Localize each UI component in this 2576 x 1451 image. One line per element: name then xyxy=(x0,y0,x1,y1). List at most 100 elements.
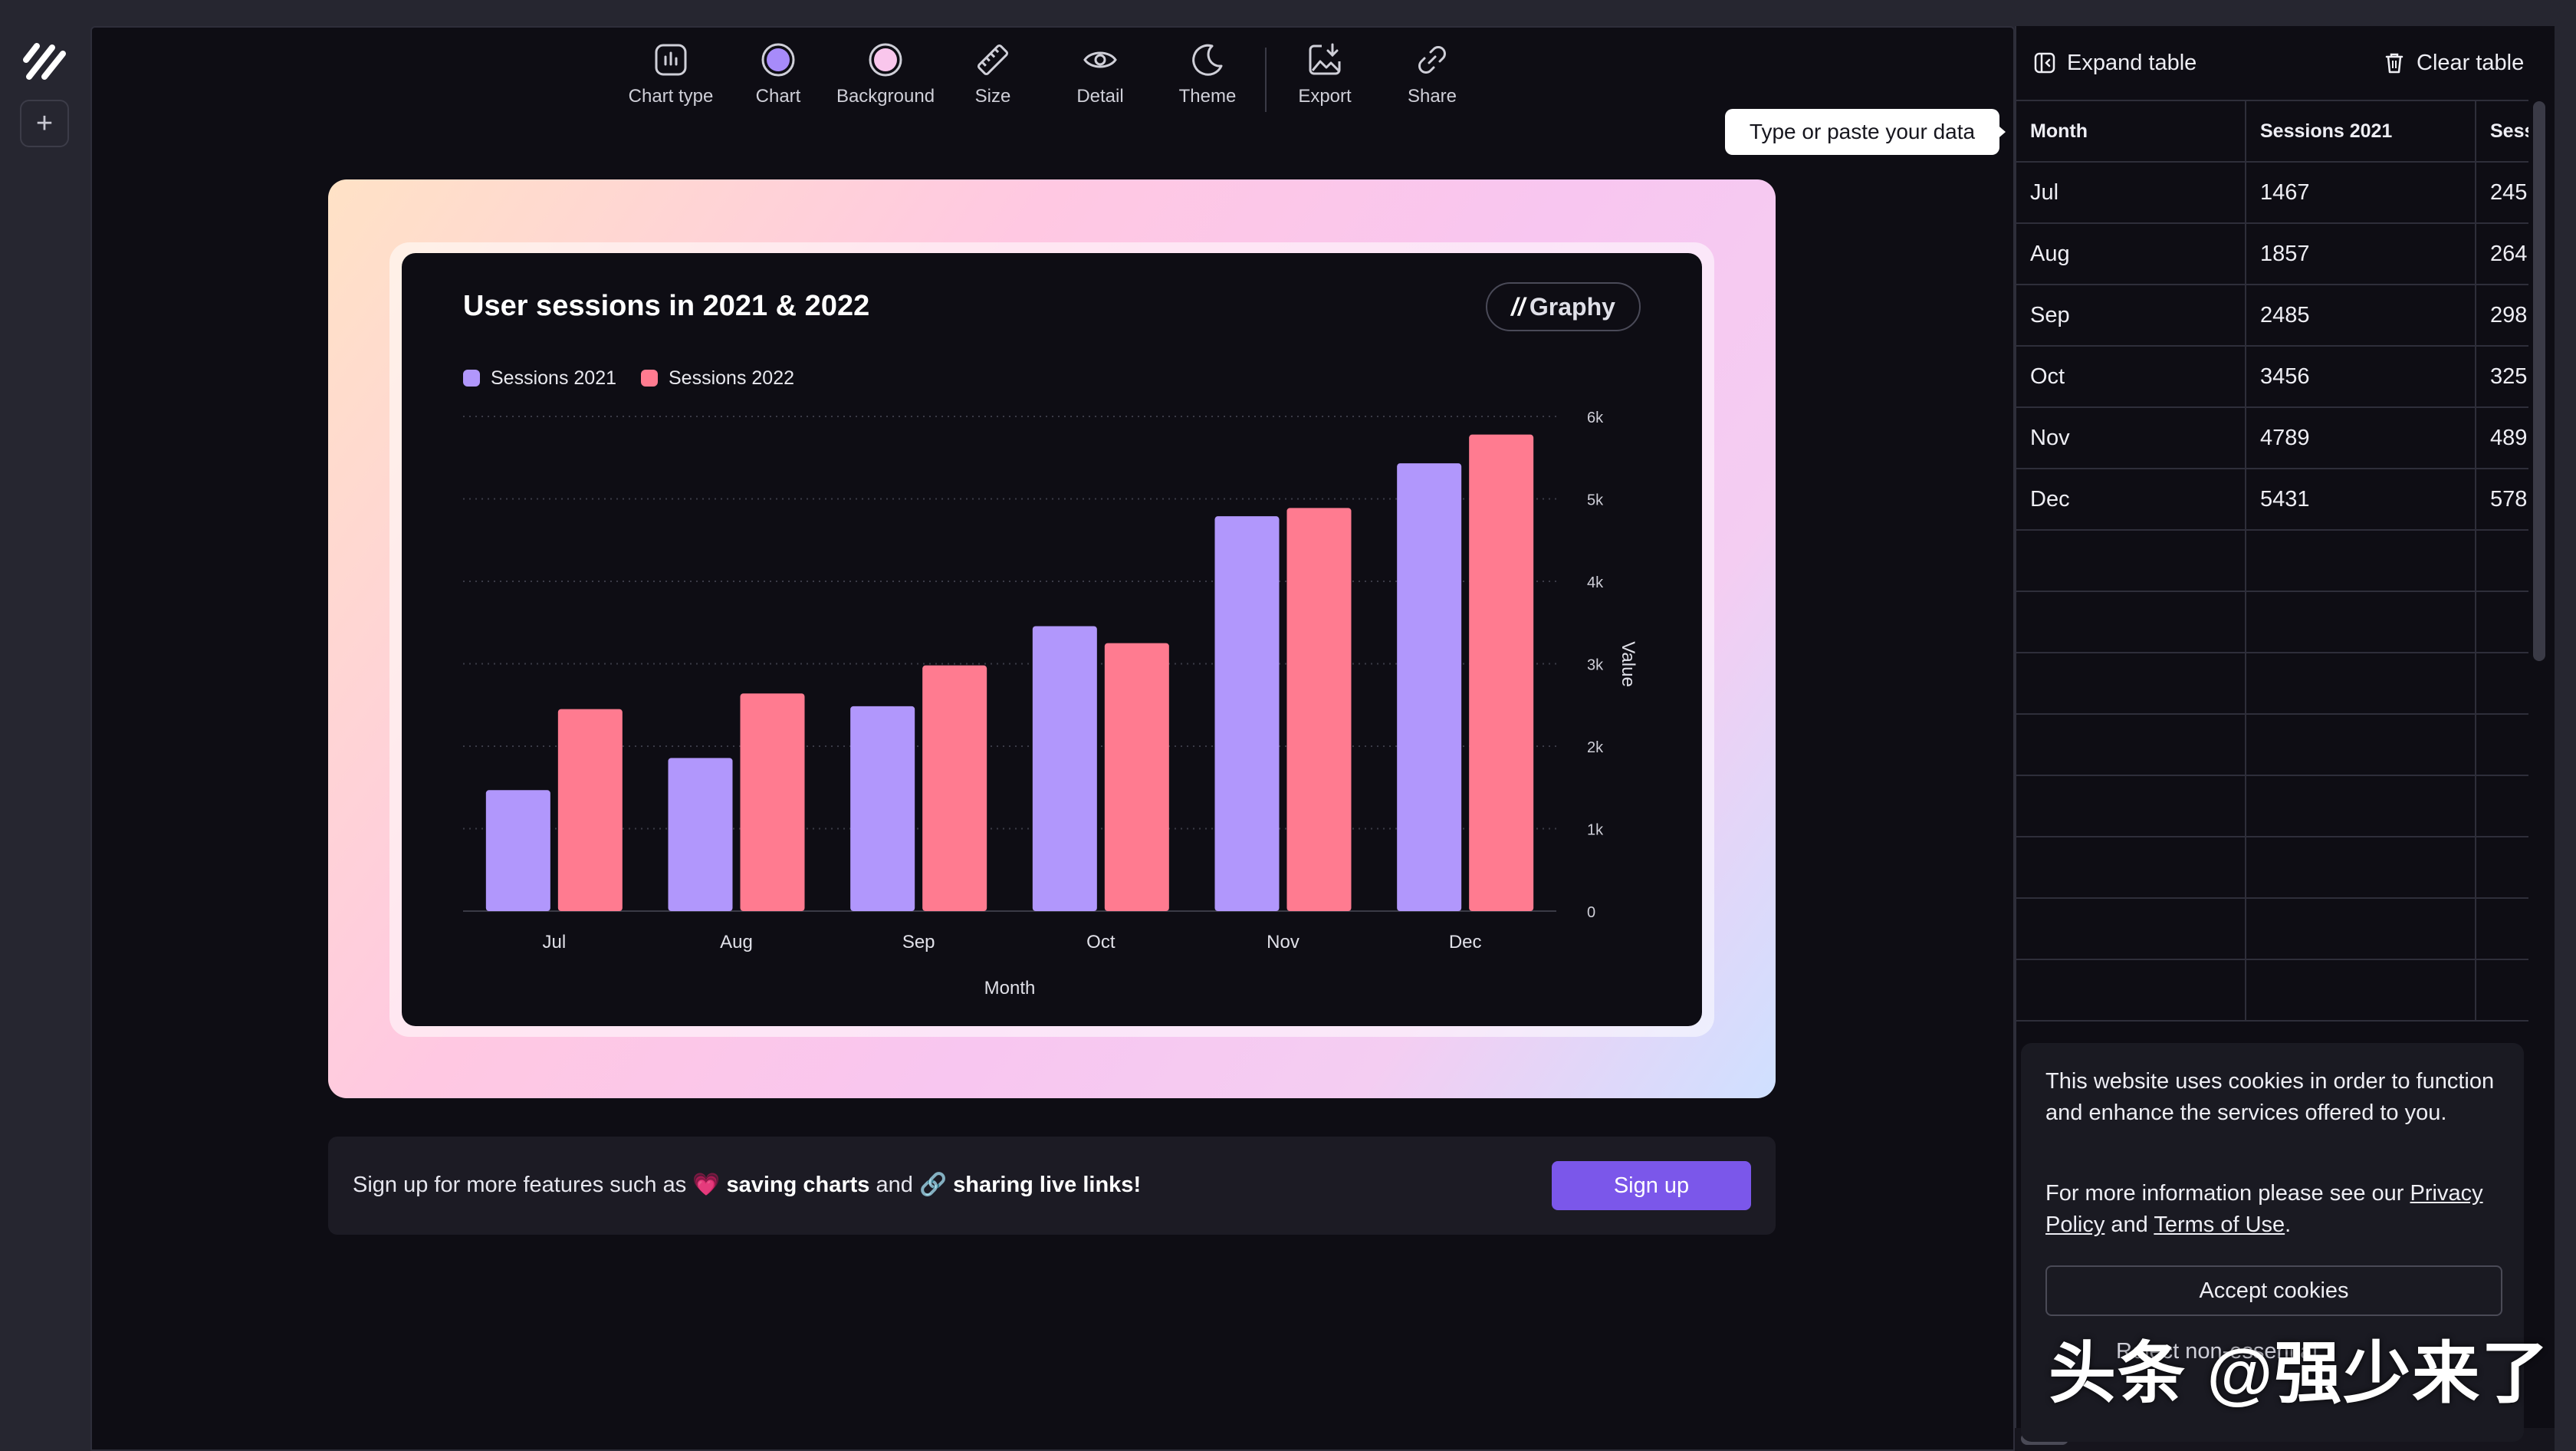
table-cell[interactable] xyxy=(2015,713,2246,776)
tool-label: Share xyxy=(1407,86,1457,107)
tool-background[interactable]: Background xyxy=(824,41,947,118)
data-table: Month Sessions 2021 Sess Jul 1467 245 Au… xyxy=(2015,100,2528,1022)
table-cell[interactable] xyxy=(2475,591,2528,653)
badge-label: Graphy xyxy=(1529,292,1615,321)
sign-up-button[interactable]: Sign up xyxy=(1552,1161,1751,1210)
table-cell[interactable] xyxy=(2245,713,2476,776)
legend-swatch xyxy=(463,370,480,387)
table-cell[interactable] xyxy=(2475,652,2528,715)
cookie-message: This website uses cookies in order to fu… xyxy=(2045,1069,2495,1125)
table-cell[interactable] xyxy=(2245,591,2476,653)
table-cell[interactable] xyxy=(2245,529,2476,592)
legend-item-2022[interactable]: Sessions 2022 xyxy=(641,365,794,391)
bar-chart-icon xyxy=(655,44,687,76)
table-cell[interactable] xyxy=(2475,775,2528,837)
cookie-banner xyxy=(2021,1043,2524,1442)
table-cell[interactable]: 4789 xyxy=(2245,406,2476,469)
table-row: Dec 5431 578 xyxy=(2015,468,2528,531)
table-row: Aug 1857 264 xyxy=(2015,222,2528,285)
table-cell[interactable] xyxy=(2015,652,2246,715)
table-cell[interactable]: 578 xyxy=(2475,468,2528,531)
tool-chart-type[interactable]: Chart type xyxy=(610,41,732,118)
privacy-policy-link[interactable]: Privacy Policy xyxy=(2045,1181,2483,1237)
graphy-badge: // Graphy xyxy=(1486,282,1641,331)
accept-cookies-button[interactable]: Accept cookies xyxy=(2045,1265,2502,1316)
tool-share[interactable]: Share xyxy=(1371,41,1493,118)
legend-item-2021[interactable]: Sessions 2021 xyxy=(463,365,616,391)
tool-theme[interactable]: Theme xyxy=(1146,41,1269,118)
table-cell[interactable]: 3456 xyxy=(2245,345,2476,408)
data-table-container: Month Sessions 2021 Sess Jul 1467 245 Au… xyxy=(2015,100,2528,1097)
table-cell[interactable] xyxy=(2245,775,2476,837)
vertical-scrollbar[interactable] xyxy=(2533,101,2545,661)
left-rail xyxy=(0,0,90,1451)
link-emoji-icon: 🔗 xyxy=(918,1173,948,1197)
table-cell[interactable]: 245 xyxy=(2475,161,2528,224)
tool-detail[interactable]: Detail xyxy=(1039,41,1162,118)
signup-suffix: ! xyxy=(1133,1173,1142,1197)
table-cell[interactable] xyxy=(2245,836,2476,899)
toolbar-divider xyxy=(1265,48,1267,112)
signup-text: Sign up for more features such as 💗 savi… xyxy=(353,1172,1141,1198)
table-cell[interactable] xyxy=(2245,897,2476,960)
cookie-period: . xyxy=(2285,1212,2292,1237)
empty-table-row xyxy=(2015,652,2528,715)
table-cell[interactable] xyxy=(2245,959,2476,1022)
table-cell[interactable] xyxy=(2475,836,2528,899)
empty-table-row xyxy=(2015,529,2528,592)
tool-label: Size xyxy=(974,86,1011,107)
trash-icon xyxy=(2385,53,2404,74)
table-cell[interactable]: Aug xyxy=(2015,222,2246,285)
tool-label: Export xyxy=(1298,86,1352,107)
chart-title[interactable]: User sessions in 2021 & 2022 xyxy=(463,290,870,322)
cookie-info: For more information please see our Priv… xyxy=(2045,1178,2513,1241)
tool-export[interactable]: Export xyxy=(1263,41,1386,118)
table-cell[interactable] xyxy=(2245,652,2476,715)
table-cell[interactable] xyxy=(2475,959,2528,1022)
table-cell[interactable]: 298 xyxy=(2475,284,2528,347)
table-cell[interactable]: Dec xyxy=(2015,468,2246,531)
header-cell[interactable]: Sessions 2021 xyxy=(2245,100,2476,163)
table-cell[interactable] xyxy=(2475,713,2528,776)
header-cell[interactable]: Sess xyxy=(2475,100,2528,163)
table-cell[interactable]: Oct xyxy=(2015,345,2246,408)
signup-feature-sharing: sharing live links xyxy=(953,1173,1134,1197)
table-cell[interactable] xyxy=(2015,529,2246,592)
plus-icon: + xyxy=(35,107,54,140)
table-cell[interactable]: Jul xyxy=(2015,161,2246,224)
expand-table-button[interactable]: Expand table xyxy=(2033,46,2196,80)
purple-circle-icon xyxy=(761,43,795,77)
add-chart-button[interactable]: + xyxy=(20,100,69,147)
table-row: Nov 4789 489 xyxy=(2015,406,2528,469)
table-cell[interactable]: 2485 xyxy=(2245,284,2476,347)
table-cell[interactable]: 264 xyxy=(2475,222,2528,285)
table-cell[interactable]: 1467 xyxy=(2245,161,2476,224)
clear-table-button[interactable]: Clear table xyxy=(2383,46,2524,80)
table-cell[interactable] xyxy=(2015,591,2246,653)
empty-table-row xyxy=(2015,591,2528,653)
table-cell[interactable]: Sep xyxy=(2015,284,2246,347)
header-cell[interactable]: Month xyxy=(2015,100,2246,163)
table-cell[interactable]: 1857 xyxy=(2245,222,2476,285)
table-cell[interactable] xyxy=(2015,897,2246,960)
graphy-logo-icon[interactable] xyxy=(21,40,71,83)
table-cell[interactable]: Nov xyxy=(2015,406,2246,469)
table-cell[interactable] xyxy=(2015,836,2246,899)
tool-label: Background xyxy=(836,86,935,107)
table-cell[interactable]: 5431 xyxy=(2245,468,2476,531)
table-cell[interactable]: 325 xyxy=(2475,345,2528,408)
reject-non-essential-link[interactable]: Reject non-essential xyxy=(2116,1339,2318,1364)
terms-of-use-link[interactable]: Terms of Use xyxy=(2154,1212,2285,1237)
table-cell[interactable] xyxy=(2475,529,2528,592)
heart-icon: 💗 xyxy=(692,1173,721,1197)
legend-label: Sessions 2022 xyxy=(669,367,795,389)
table-cell[interactable] xyxy=(2015,775,2246,837)
table-cell[interactable] xyxy=(2015,959,2246,1022)
ruler-icon xyxy=(977,44,1009,76)
watermark-text: 头条 @强少来了 xyxy=(2049,1335,2551,1411)
tool-chart-color[interactable]: Chart xyxy=(717,41,840,118)
table-cell[interactable] xyxy=(2475,897,2528,960)
table-cell[interactable]: 489 xyxy=(2475,406,2528,469)
tool-size[interactable]: Size xyxy=(932,41,1054,118)
clear-table-label: Clear table xyxy=(2417,50,2525,75)
